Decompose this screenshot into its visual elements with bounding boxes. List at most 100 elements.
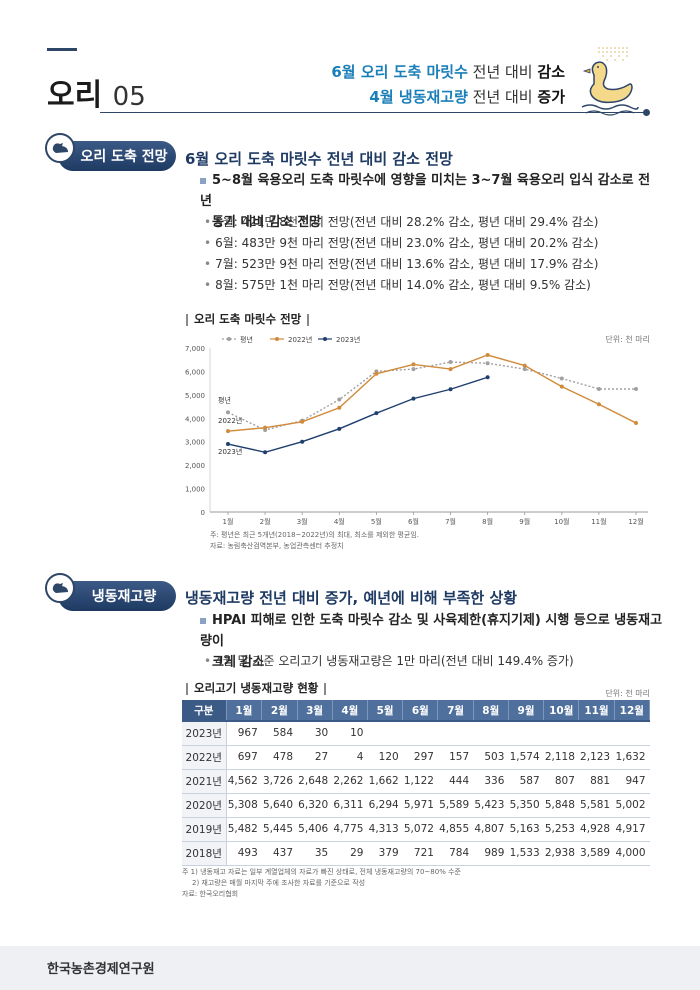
table-cell: 587 [508, 769, 544, 794]
page-title-main: 오리 [47, 78, 103, 113]
duck-badge-icon [45, 133, 75, 163]
table-cell: 947 [614, 769, 650, 794]
table-cell: 6,320 [297, 793, 333, 818]
x-tick-label: 7월 [445, 517, 456, 526]
series-point [596, 387, 601, 391]
table-cell: 5,423 [473, 793, 509, 818]
table-title-text: 오리고기 냉동재고량 현황 [194, 681, 319, 695]
table-cell: 4,855 [437, 817, 474, 842]
table-cell: 1,574 [508, 745, 544, 770]
table-header-month: 6월 [402, 700, 439, 721]
x-tick-label: 3월 [297, 517, 308, 526]
y-tick-label: 3,000 [185, 439, 205, 447]
stock-table: 구분 1월 2월 3월 4월 5월 6월 7월 8월 9월 10월 11월 12월 2023년 967 58… [182, 700, 651, 866]
header-summary: 6월 오리 도축 마릿수 전년 대비 감소 4월 냉동재고량 전년 대비 증가 [331, 60, 565, 110]
table-cell: 721 [402, 841, 438, 866]
sub-bullet-text: 5월: 421만 8천 마리 전망(전년 대비 28.2% 감소, 평년 대비 … [215, 215, 599, 229]
table-cell: 2,938 [543, 841, 579, 866]
header-line-1: 6월 오리 도축 마릿수 전년 대비 감소 [331, 60, 565, 85]
chart-unit: 단위: 천 마리 [605, 335, 650, 344]
y-tick-label: 6,000 [185, 368, 205, 376]
sub-bullet-text: 6월: 483만 9천 마리 전망(전년 대비 23.0% 감소, 평년 대비 … [215, 236, 599, 250]
table-cell: 379 [367, 841, 403, 866]
table-cell: 478 [261, 745, 297, 770]
table-cell: 4,000 [614, 841, 650, 866]
table-header-month: 12월 [614, 700, 651, 721]
series-point [374, 371, 379, 376]
table-cell: 3,726 [261, 769, 297, 794]
table-cell: 584 [261, 720, 297, 746]
x-tick-label: 9월 [519, 517, 530, 526]
table-row: 2023년 967 584 30 10 [182, 720, 650, 746]
table-cell: 27 [297, 745, 333, 770]
series-point [226, 442, 230, 447]
table-cell: 4,313 [367, 817, 403, 842]
table-header-month: 5월 [367, 700, 404, 721]
table-row-label: 2021년 [182, 769, 227, 794]
table-cell: 4,775 [332, 817, 368, 842]
sub-bullet-text: 7월: 523만 9천 마리 전망(전년 대비 13.6% 감소, 평년 대비 … [215, 257, 599, 271]
series-inline-label: 2023년 [218, 447, 242, 456]
table-body: 2023년 967 584 30 10 2022년 697 478 27 4 120 297 157 50… [182, 720, 650, 866]
slaughter-line-chart: 0 1,000 2,000 3,000 4,000 5,000 6,000 7,000 1월 2월… [185, 335, 648, 526]
section-badge-label: 오리 도축 전망 [80, 149, 168, 165]
table-cell: 2,118 [543, 745, 579, 770]
sub-bullet-item: • 4월 말 기준 오리고기 냉동재고량은 1만 마리(전년 대비 149.4% … [204, 654, 574, 668]
series-point [485, 375, 490, 380]
table-row-label: 2023년 [182, 720, 227, 746]
legend-label: 2022년 [288, 335, 312, 344]
table-cell: 5,848 [543, 793, 579, 818]
footer-band [0, 946, 700, 990]
chart-title-text: 오리 도축 마릿수 전망 [194, 312, 302, 326]
table-note-3: 자료: 한국오리협회 [182, 890, 239, 898]
legend-marker [227, 337, 231, 341]
table-header-row: 구분 1월 2월 3월 4월 5월 6월 7월 8월 9월 10월 11월 12월 [182, 700, 651, 721]
section-badge-label: 냉동재고량 [91, 589, 157, 605]
chart-note-2: 자료: 농림축산검역본부, 농업관측센터 추정치 [210, 542, 344, 550]
header-line-1-end: 감소 [537, 63, 565, 81]
table-cell [578, 720, 615, 746]
series-point [226, 429, 230, 434]
table-cell: 493 [226, 841, 262, 866]
table-cell: 967 [226, 720, 262, 746]
square-bullet-icon [200, 177, 206, 184]
table-cell: 4,928 [578, 817, 615, 842]
series-point [411, 367, 416, 372]
table-cell: 4,917 [614, 817, 650, 842]
table-cell [473, 720, 509, 746]
section-badge-frozen-stock: 냉동재고량 [58, 581, 176, 611]
section1-main-bullet: 5~8월 육용오리 도축 마릿수에 영향을 미치는 3~7월 육용오리 입식 감… [200, 170, 660, 233]
page-title: 오리 05 [47, 70, 146, 114]
table-header-month: 2월 [261, 700, 298, 721]
table-cell: 807 [543, 769, 579, 794]
table-cell: 4 [332, 745, 368, 770]
table-cell: 4,807 [473, 817, 509, 842]
x-tick-label: 4월 [334, 517, 345, 526]
section1-title: 6월 오리 도축 마릿수 전년 대비 감소 전망 [185, 150, 453, 168]
section2-sub-bullets: • 4월 말 기준 오리고기 냉동재고량은 1만 마리(전년 대비 149.4% … [204, 651, 664, 672]
frozen-stock-table: 구분 1월 2월 3월 4월 5월 6월 7월 8월 9월 10월 11월 12월 2023년 967 58… [182, 700, 651, 866]
table-cell: 6,294 [367, 793, 403, 818]
series-point [226, 410, 230, 415]
table-cell: 4,562 [226, 769, 262, 794]
series-point [448, 360, 453, 365]
table-row: 2019년 5,482 5,445 5,406 4,775 4,313 5,072 4,855… [182, 817, 650, 842]
table-cell [367, 720, 403, 746]
table-cell: 1,632 [614, 745, 650, 770]
series-point [300, 439, 305, 444]
series-point [337, 426, 342, 431]
legend-marker [275, 337, 279, 341]
table-cell: 503 [473, 745, 509, 770]
table-cell: 5,002 [614, 793, 650, 818]
y-tick-label: 0 [201, 509, 205, 517]
section2-main-bullet-line1: HPAI 피해로 인한 도축 마릿수 감소 및 사육제한(휴지기제) 시행 등으… [200, 613, 663, 649]
footer-org: 한국농촌경제연구원 [47, 962, 155, 977]
table-cell: 6,311 [332, 793, 368, 818]
series-point [522, 367, 527, 372]
header-divider [100, 112, 645, 113]
series-point [559, 376, 564, 381]
section1-sub-bullets: • 5월: 421만 8천 마리 전망(전년 대비 28.2% 감소, 평년 대비… [204, 212, 664, 296]
series-point [448, 387, 453, 392]
table-note-2: 2) 재고량은 매월 마지막 주에 조사한 자료를 기준으로 작성 [192, 879, 366, 887]
section-badge-slaughter-outlook: 오리 도축 전망 [58, 141, 176, 171]
